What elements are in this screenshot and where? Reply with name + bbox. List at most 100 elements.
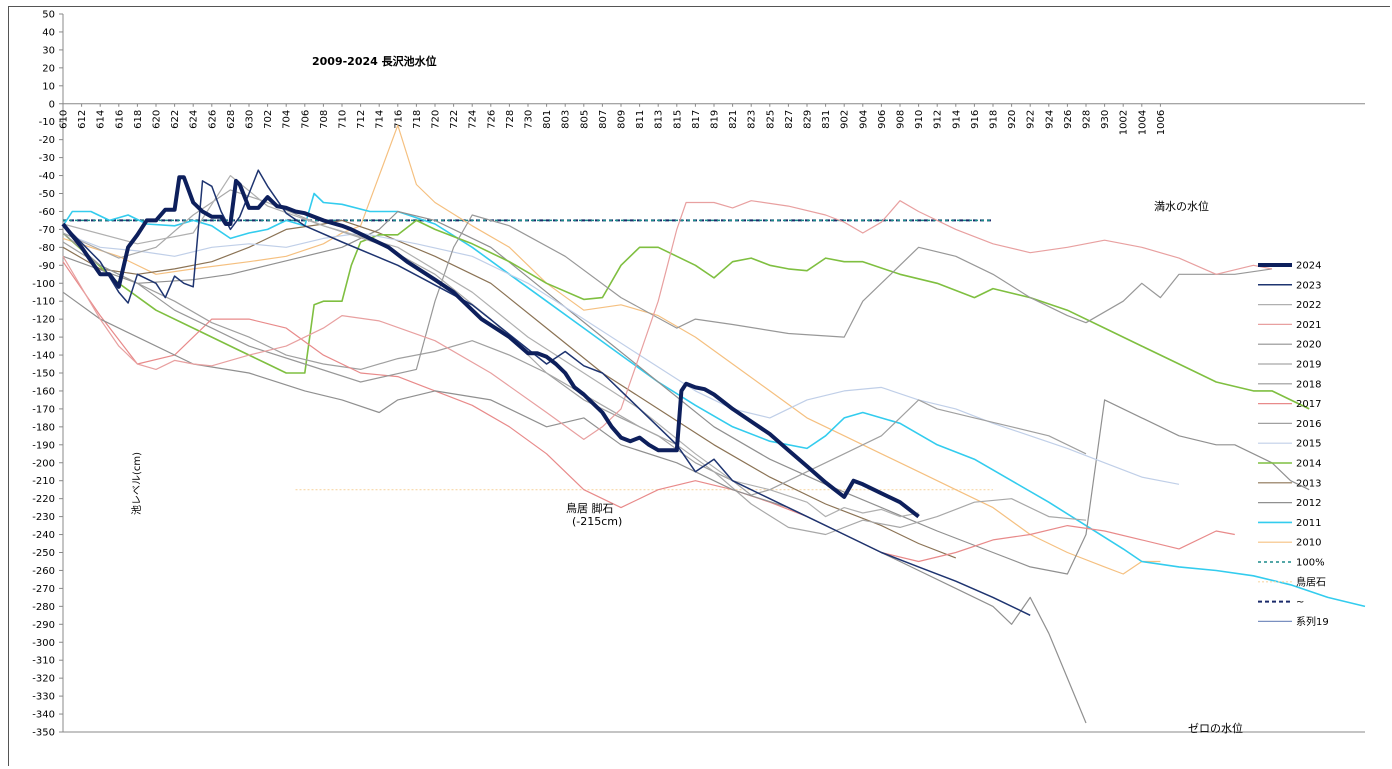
series-line-2016 [62, 241, 1087, 496]
x-tick-label: 831 [821, 110, 832, 129]
y-tick-label: -270 [32, 584, 55, 595]
x-tick-label: 620 [152, 110, 163, 129]
y-tick-label: -10 [39, 117, 55, 128]
series-line-2024 [61, 175, 920, 519]
x-tick-label: 614 [96, 110, 107, 129]
y-tick-label: -160 [32, 386, 55, 397]
series-line-2022 [62, 175, 919, 518]
x-tick-label: 926 [1063, 110, 1074, 129]
chart-title: 2009-2024 長沢池水位 [312, 54, 437, 68]
y-axis-label: 池レベル(cm) [130, 452, 143, 515]
y-tick-label: -280 [32, 602, 55, 613]
annotation-0: 満水の水位 [1154, 199, 1209, 213]
x-tick-label: 722 [449, 110, 460, 129]
y-tick-label: -260 [32, 566, 55, 577]
y-tick-label: -190 [32, 440, 55, 451]
x-tick-label: 708 [319, 110, 330, 129]
x-tick-label: 1006 [1156, 110, 1167, 135]
y-tick-label: -230 [32, 512, 55, 523]
annotation-3: ゼロの水位 [1188, 721, 1243, 735]
y-tick-label: -170 [32, 404, 55, 415]
y-tick-label: 20 [42, 63, 55, 74]
x-tick-label: 706 [300, 110, 311, 129]
series-line-2010 [62, 124, 1161, 575]
y-tick-label: -100 [32, 279, 55, 290]
x-tick-label: 803 [561, 110, 572, 129]
y-tick-label: -310 [32, 656, 55, 667]
series-line-2017 [62, 261, 1235, 563]
x-tick-label: 720 [431, 110, 442, 129]
y-tick-label: -220 [32, 494, 55, 505]
x-tick-label: 930 [1100, 110, 1111, 129]
x-tick-label: 829 [803, 110, 814, 129]
y-tick-label: -90 [39, 261, 55, 272]
legend-label-100%: 100% [1296, 558, 1325, 569]
series-line-2019 [62, 189, 1087, 536]
x-tick-label: 624 [189, 110, 200, 129]
annotation-2: (-215cm) [572, 515, 622, 528]
series-line-2021 [62, 200, 1273, 440]
y-tick-label: -140 [32, 351, 55, 362]
x-tick-label: 726 [486, 110, 497, 129]
y-tick-label: -70 [39, 225, 55, 236]
legend-label-2015: 2015 [1296, 439, 1321, 450]
x-tick-label: 914 [951, 110, 962, 129]
annotation-1: 鳥居 脚石 [566, 501, 614, 515]
x-tick-label: 924 [1044, 110, 1055, 129]
x-tick-label: 916 [970, 110, 981, 129]
legend-label-2023: 2023 [1296, 280, 1321, 291]
series-line-2018 [62, 214, 1273, 383]
series-line-2014 [62, 219, 1310, 410]
y-tick-label: -40 [39, 171, 55, 182]
x-tick-label: 616 [114, 110, 125, 129]
x-tick-label: 630 [245, 110, 256, 129]
x-tick-label: 801 [542, 110, 553, 129]
x-tick-label: 912 [933, 110, 944, 129]
x-tick-label: 610 [59, 110, 70, 129]
y-tick-label: -150 [32, 369, 55, 380]
x-tick-label: 622 [170, 110, 181, 129]
legend-label-2013: 2013 [1296, 478, 1321, 489]
x-tick-label: 811 [635, 110, 646, 129]
legend-label-2012: 2012 [1296, 498, 1321, 509]
x-tick-label: 805 [579, 110, 590, 129]
x-tick-label: 628 [226, 110, 237, 129]
y-tick-label: 40 [42, 27, 55, 38]
y-tick-label: -320 [32, 674, 55, 685]
x-tick-label: 714 [375, 110, 386, 129]
x-tick-label: 712 [356, 110, 367, 129]
x-tick-label: 823 [747, 110, 758, 129]
x-tick-label: 908 [896, 110, 907, 129]
x-tick-label: 827 [784, 110, 795, 129]
legend-label-2016: 2016 [1296, 419, 1321, 430]
x-tick-label: 819 [710, 110, 721, 129]
legend-label-系列19: 系列19 [1296, 615, 1329, 628]
y-tick-label: -30 [39, 153, 55, 164]
y-tick-label: -290 [32, 620, 55, 631]
legend: 2024 2023 2022 2021 2020 2019 2018 2017 2016 2015… [1258, 261, 1329, 628]
y-tick-label: -250 [32, 548, 55, 559]
x-tick-label: 809 [617, 110, 628, 129]
y-tick-label: 10 [42, 81, 55, 92]
legend-label-2014: 2014 [1296, 459, 1321, 470]
legend-label-~: ~ [1296, 597, 1304, 608]
x-tick-label: 704 [282, 110, 293, 129]
y-tick-label: -80 [39, 243, 55, 254]
legend-label-2011: 2011 [1296, 518, 1321, 529]
series-line-2020 [62, 291, 1087, 724]
y-tick-label: -200 [32, 458, 55, 469]
x-tick-label: 1002 [1119, 110, 1130, 135]
x-tick-label: 730 [524, 110, 535, 129]
x-tick-label: 922 [1026, 110, 1037, 129]
x-tick-label: 920 [1007, 110, 1018, 129]
x-tick-label: 612 [77, 110, 88, 129]
x-tick-label: 1004 [1137, 110, 1148, 135]
x-tick-label: 904 [858, 110, 869, 129]
x-tick-label: 906 [877, 110, 888, 129]
legend-label-2020: 2020 [1296, 340, 1321, 351]
x-tick-label: 807 [598, 110, 609, 129]
y-tick-label: 50 [42, 10, 55, 21]
x-tick-label: 813 [654, 110, 665, 129]
